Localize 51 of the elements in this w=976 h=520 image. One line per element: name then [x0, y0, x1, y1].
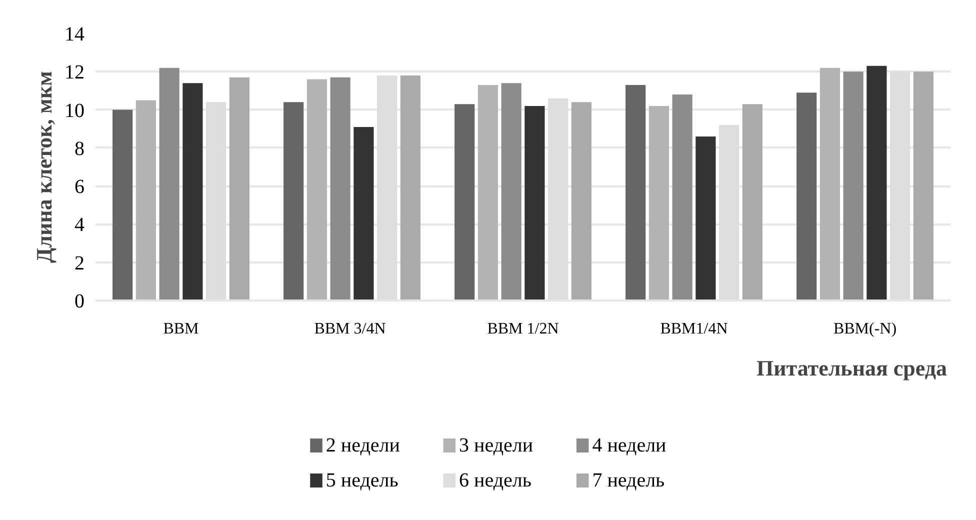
bar [866, 66, 887, 300]
y-axis-title: Длина клеток, мкм [32, 71, 56, 263]
bar [159, 68, 180, 300]
bar [890, 72, 910, 300]
x-tick-label: BBM1/4N [660, 320, 728, 338]
bar [843, 72, 864, 300]
bar [524, 106, 545, 300]
bar [330, 77, 350, 300]
bar [354, 126, 374, 300]
x-tick-label: BBM(-N) [833, 320, 897, 338]
y-tick-label: 8 [74, 138, 84, 160]
bar [454, 104, 475, 300]
bar [377, 75, 398, 300]
x-tick-label: BBM [163, 320, 199, 338]
legend-label: 4 недели [592, 434, 667, 456]
bar [571, 102, 592, 300]
legend-label: 3 недели [459, 434, 534, 456]
legend-label: 5 недель [326, 470, 398, 492]
y-tick-label: 6 [74, 176, 84, 198]
y-tick-label: 2 [74, 252, 84, 274]
y-tick-label: 4 [74, 214, 84, 236]
y-tick-label: 12 [64, 62, 84, 84]
bar [719, 125, 740, 300]
bar [400, 75, 420, 300]
bar [696, 136, 716, 300]
bar [501, 83, 522, 300]
legend-label: 6 недель [459, 470, 532, 492]
bar [648, 106, 669, 300]
bar [796, 92, 817, 300]
bar [306, 79, 327, 300]
x-axis-title: Питательная среда [756, 356, 948, 380]
legend-label: 7 недель [592, 470, 665, 492]
bar [478, 84, 498, 300]
bar [229, 77, 250, 300]
y-tick-label: 0 [74, 290, 84, 312]
bar [182, 83, 203, 300]
bar [820, 68, 840, 300]
y-tick-label: 14 [64, 24, 84, 46]
bar [284, 102, 304, 300]
legend-label: 2 недели [326, 434, 400, 456]
bar [548, 98, 568, 300]
bar [112, 110, 133, 300]
bar [206, 102, 226, 300]
x-tick-label: BBM 1/2N [487, 320, 560, 338]
bar [626, 84, 646, 300]
bar [742, 104, 762, 300]
bar [136, 100, 156, 300]
bar [913, 72, 934, 300]
bar [672, 94, 692, 300]
x-tick-label: BBM 3/4N [314, 320, 386, 338]
y-tick-label: 10 [64, 100, 84, 122]
